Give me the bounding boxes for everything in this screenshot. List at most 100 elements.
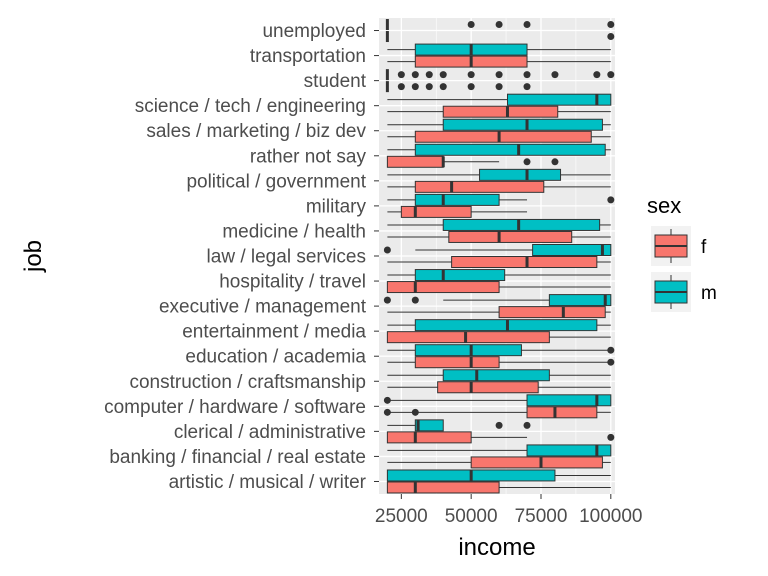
box-iqr: [442, 105, 559, 118]
box-m: [387, 344, 615, 357]
legend-keys: fm: [651, 226, 717, 312]
box-f: [383, 406, 611, 419]
box-iqr: [442, 218, 601, 231]
y-tick-label: computer / hardware / software: [104, 397, 366, 418]
y-tick-label: political / government: [186, 171, 366, 192]
box-iqr: [526, 444, 612, 457]
outlier-point: [607, 33, 615, 41]
box-iqr: [386, 331, 550, 344]
box-m: [387, 419, 531, 432]
legend: sex fm: [647, 193, 717, 312]
box-m: [383, 394, 612, 407]
outlier-point: [607, 196, 615, 204]
y-tick-label: executive / management: [159, 297, 367, 318]
outlier-point: [397, 83, 405, 91]
x-tick-label: 25000: [375, 506, 428, 527]
box-m: [386, 469, 611, 482]
outlier-point: [383, 396, 391, 404]
outlier-point: [523, 158, 531, 166]
y-tick-label: military: [306, 196, 367, 217]
y-tick-label: entertainment / media: [182, 322, 366, 343]
box-iqr: [386, 431, 472, 444]
box-iqr: [386, 281, 500, 294]
outlier-point: [383, 246, 391, 254]
outlier-point: [607, 21, 615, 29]
y-tick-label: law / legal services: [207, 247, 366, 268]
y-tick-label: education / academia: [185, 347, 366, 368]
box-iqr: [414, 419, 444, 432]
y-tick-label: science / tech / engineering: [135, 96, 366, 117]
box-iqr: [526, 406, 598, 419]
outlier-point: [411, 71, 419, 79]
x-tick-label: 75000: [515, 506, 568, 527]
box-m: [387, 93, 612, 106]
box-iqr: [414, 344, 522, 357]
legend-key-f: f: [651, 226, 707, 266]
outlier-point: [607, 433, 615, 441]
box-iqr: [548, 294, 612, 307]
outlier-point: [411, 408, 419, 416]
box-f: [385, 31, 615, 43]
box-f: [386, 481, 611, 494]
outlier-point: [495, 71, 503, 79]
y-tick-label: banking / financial / real estate: [109, 447, 366, 468]
boxes-layer: [383, 19, 615, 494]
box-f: [387, 230, 611, 243]
legend-title: sex: [647, 193, 681, 218]
y-tick-labels: artistic / musical / writer banking / fin…: [104, 21, 379, 493]
box-iqr: [414, 269, 506, 282]
box-m: [387, 193, 615, 206]
outlier-point: [439, 83, 447, 91]
y-tick-label: hospitality / travel: [219, 272, 366, 293]
y-tick-label: clerical / administrative: [174, 422, 366, 443]
outlier-point: [397, 71, 405, 79]
box-f: [387, 381, 611, 394]
box-f: [387, 356, 615, 369]
box-f: [387, 180, 611, 193]
box-m: [387, 118, 611, 131]
box-m: [387, 168, 611, 181]
outlier-point: [383, 408, 391, 416]
outlier-point: [411, 83, 419, 91]
outlier-point: [607, 358, 615, 366]
outlier-point: [593, 71, 601, 79]
box-iqr: [526, 394, 612, 407]
box-f: [387, 256, 611, 268]
legend-label: m: [701, 283, 717, 304]
box-f: [386, 281, 611, 294]
box-iqr: [414, 143, 606, 156]
x-tick-labels: 25000 50000 75000 100000: [375, 494, 643, 527]
box-m: [387, 143, 611, 156]
box-m: [387, 444, 612, 457]
box-iqr: [414, 130, 592, 143]
outlier-point: [467, 83, 475, 91]
y-tick-label: construction / craftsmanship: [129, 372, 366, 393]
outlier-point: [607, 71, 615, 79]
box-m: [385, 69, 615, 81]
box-m: [387, 218, 611, 231]
box-m: [385, 19, 615, 31]
y-axis-title: job: [20, 240, 47, 273]
box-f: [386, 155, 559, 168]
x-tick-label: 100000: [579, 506, 642, 527]
box-iqr: [498, 306, 606, 319]
outlier-point: [551, 158, 559, 166]
box-iqr: [386, 155, 444, 168]
outlier-point: [607, 346, 615, 354]
legend-key-m: m: [651, 272, 717, 312]
box-f: [386, 431, 615, 444]
box-m: [383, 244, 612, 256]
box-iqr: [414, 180, 545, 193]
box-iqr: [470, 456, 603, 469]
box-iqr: [479, 168, 562, 181]
outlier-point: [411, 296, 419, 304]
box-iqr: [532, 244, 612, 256]
outlier-point: [425, 83, 433, 91]
outlier-point: [523, 21, 531, 29]
x-axis-title: income: [458, 534, 535, 561]
outlier-point: [467, 71, 475, 79]
y-tick-label: student: [304, 71, 367, 92]
box-f: [387, 456, 611, 469]
box-m: [387, 369, 611, 382]
